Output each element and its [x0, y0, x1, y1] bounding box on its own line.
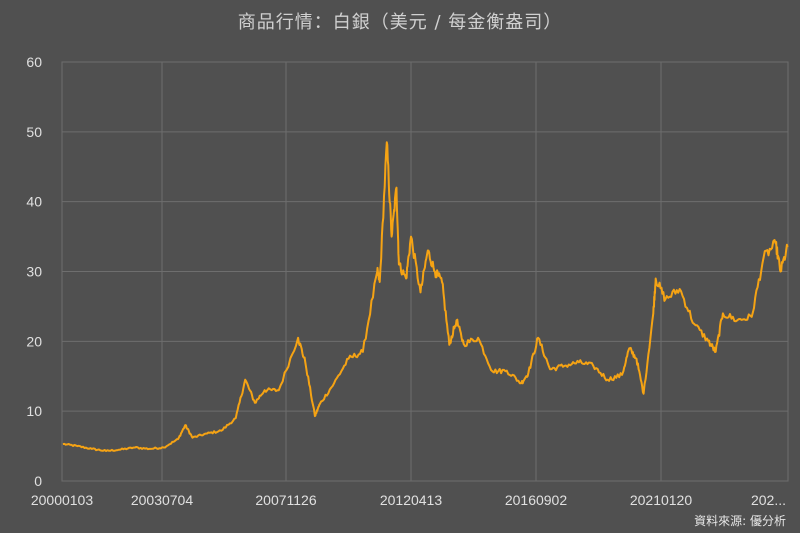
y-axis-ticks: 0 10 20 30 40 50 60 [26, 54, 42, 489]
x-tick-label: 20210120 [630, 492, 693, 508]
grid-lines [61, 61, 789, 482]
y-tick-label: 60 [26, 54, 42, 70]
x-tick-label: 202... [751, 492, 786, 508]
x-tick-label: 20120413 [380, 492, 443, 508]
x-tick-label: 20030704 [131, 492, 194, 508]
y-tick-label: 10 [26, 403, 42, 419]
x-axis-ticks: 20000103 20030704 20071126 20120413 20160902… [31, 492, 786, 508]
series-layer [62, 141, 789, 452]
y-tick-label: 20 [26, 333, 42, 349]
x-tick-label: 20071126 [255, 492, 316, 508]
x-tick-label: 20000103 [31, 492, 94, 508]
chart-title: 商品行情：白銀（美元 / 每金衡盎司） [237, 12, 563, 33]
y-tick-label: 30 [26, 264, 42, 280]
y-tick-label: 0 [34, 473, 42, 489]
silver-price-line [62, 141, 789, 452]
x-tick-label: 20160902 [505, 492, 568, 508]
y-tick-label: 50 [26, 124, 42, 140]
y-tick-label: 40 [26, 194, 42, 210]
data-source-note: 資料來源: 優分析 [694, 514, 786, 528]
